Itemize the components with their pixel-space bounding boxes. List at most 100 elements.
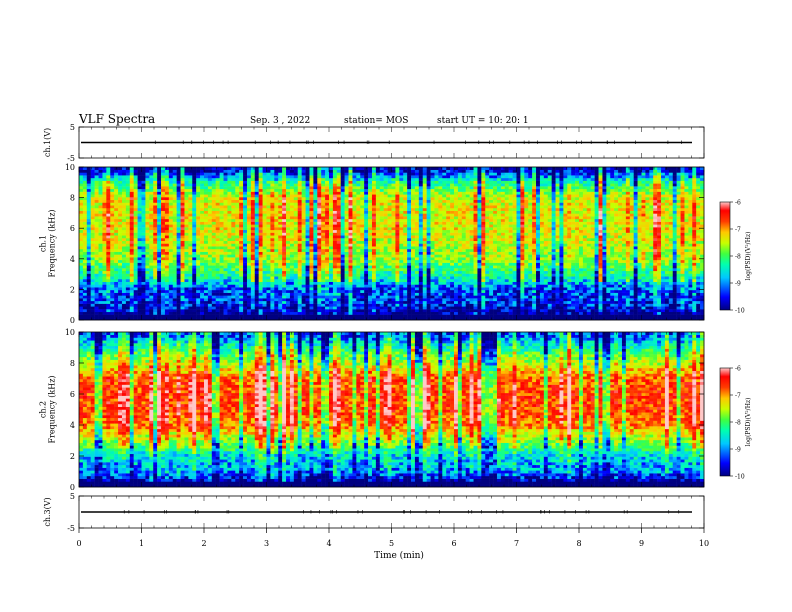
ch1-spectrogram-cell [364, 188, 369, 192]
ch1-spectrogram-cell [356, 279, 361, 282]
ch1-spectrogram-cell [149, 177, 154, 181]
ch1-spectrogram-cell [246, 216, 252, 220]
ch1-spectrogram-cell [102, 270, 107, 274]
ch1-spectrogram-cell [379, 202, 384, 206]
ch1-spectrogram-cell [383, 175, 388, 179]
ch1-spectrogram-cell [391, 202, 396, 206]
ch1-spectrogram-cell [344, 221, 349, 225]
ch1-spectrogram-cell [121, 227, 127, 231]
ch1-spectrogram-cell [325, 183, 330, 187]
ch1-spectrogram-cell [246, 227, 252, 231]
ch1-spectrogram-cell [391, 180, 396, 184]
ch1-spectrogram-cell [200, 281, 205, 285]
ch1-spectrogram-cell [129, 246, 134, 250]
ch1-spectrogram-cell [344, 292, 349, 296]
ch1-spectrogram-cell [86, 180, 91, 184]
ch1-spectrogram-cell [118, 180, 123, 184]
ch1-spectrogram-cell [270, 197, 275, 201]
ch1-spectrogram-cell [200, 298, 205, 302]
ch1-spectrogram-cell [274, 243, 279, 247]
ch1-spectrogram-cell [403, 251, 408, 255]
ch1-spectrogram-cell [102, 309, 107, 313]
ch1-spectrogram-cell [293, 254, 298, 258]
ch1-spectrogram-cell [118, 303, 123, 307]
ch1-spectrogram-cell [153, 259, 158, 263]
ch1-spectrogram-cell [192, 303, 197, 307]
ch1-spectrogram-cell [149, 276, 154, 280]
ch1-spectrogram-cell [293, 314, 298, 318]
ch1-spectrogram-cell [239, 295, 244, 299]
ch1-spectrogram-cell [82, 191, 88, 195]
ch1-spectrogram-cell [395, 287, 400, 291]
ch1-spectrogram-cell [110, 207, 115, 211]
ch1-spectrogram-cell [371, 243, 377, 247]
ch1-spectrogram-cell [102, 254, 107, 258]
ch1-spectrogram-cell [407, 279, 412, 282]
ch1-spectrogram-cell [364, 284, 369, 288]
ch1-spectrogram-cell [161, 300, 166, 304]
ch1-spectrogram-cell [137, 268, 142, 272]
ch1-spectrogram-cell [184, 180, 189, 184]
ch1-spectrogram-cell [407, 254, 412, 258]
ch1-spectrogram-cell [114, 309, 119, 313]
ch1-spectrogram-cell [102, 207, 107, 211]
ch1-spectrogram-cell [94, 207, 99, 211]
ch1-spectrogram-cell [121, 216, 127, 220]
ch1-spectrogram-cell [114, 248, 119, 252]
ch1-spectrogram-cell [184, 213, 189, 217]
ch1-spectrogram-cell [387, 197, 392, 201]
ch1-spectrogram-cell [180, 175, 185, 179]
ch1-spectrogram-cell [286, 265, 291, 269]
ch1-spectrogram-cell [192, 218, 197, 222]
ch1-spectrogram-cell [270, 224, 275, 228]
ch1-spectrogram-cell [219, 243, 224, 247]
ch1-spectrogram-cell [383, 213, 388, 217]
ch1-spectrogram-cell [204, 259, 209, 263]
ch1-spectrogram-cell [164, 292, 170, 296]
ch1-spectrogram-cell [110, 300, 115, 304]
ch1-spectrogram-cell [411, 238, 416, 242]
ch1-spectrogram-cell [215, 188, 220, 192]
ch1-spectrogram-cell [82, 210, 88, 214]
ch1-spectrogram-cell [164, 276, 170, 280]
ch1-spectrogram-cell [137, 169, 142, 173]
ch1-spectrogram-cell [180, 188, 185, 192]
ch1-spectrogram-cell [270, 251, 275, 255]
ch1-spectrogram-cell [125, 238, 131, 242]
ch1-spectrogram-cell [325, 287, 330, 291]
ch1-spectrogram-cell [399, 218, 404, 222]
ch1-spectrogram-cell [243, 218, 248, 222]
ch1-spectrogram-cell [329, 284, 334, 288]
ch1-spectrogram-cell [262, 303, 267, 307]
ch1-spectrogram-cell [176, 276, 181, 280]
ch1-spectrogram-cell [258, 172, 263, 176]
ch1-spectrogram-cell [137, 175, 142, 179]
ch1-spectrogram-cell [254, 227, 259, 231]
ch1-spectrogram-cell [231, 180, 236, 184]
ch1-spectrogram-cell [129, 172, 134, 176]
ch1-spectrogram-cell [399, 295, 404, 299]
ch1-spectrogram-cell [129, 221, 134, 225]
ch1-spectrogram-cell [395, 175, 400, 179]
ch1-spectrogram-cell [254, 273, 259, 277]
ch1-spectrogram-cell [364, 175, 369, 179]
ch1-spectrogram-cell [168, 300, 173, 304]
ch1-spectrogram-cell [114, 169, 119, 173]
ch1-spectrogram-cell [329, 270, 334, 274]
ch1-spectrogram-cell [82, 235, 88, 239]
ch1-spectrogram-cell [118, 207, 123, 211]
ch1-spectrogram-cell [219, 172, 224, 176]
ch1-spectrogram-cell [164, 172, 170, 176]
ch1-spectrogram-cell [399, 169, 404, 173]
ch1-spectrogram-cell [207, 224, 213, 228]
ch1-spectrogram-cell [106, 240, 111, 244]
ch1-spectrogram-cell [192, 167, 197, 170]
ch1-spectrogram-cell [364, 207, 369, 211]
ch1-spectrogram-cell [317, 303, 322, 307]
ch1-spectrogram-cell [207, 240, 213, 244]
ch1-spectrogram-cell [411, 268, 416, 272]
ch1-spectrogram-cell [157, 180, 162, 184]
ch1-spectrogram-cell [86, 210, 91, 214]
ch1-spectrogram-cell [200, 265, 205, 269]
ch1-spectrogram-cell [289, 279, 295, 282]
